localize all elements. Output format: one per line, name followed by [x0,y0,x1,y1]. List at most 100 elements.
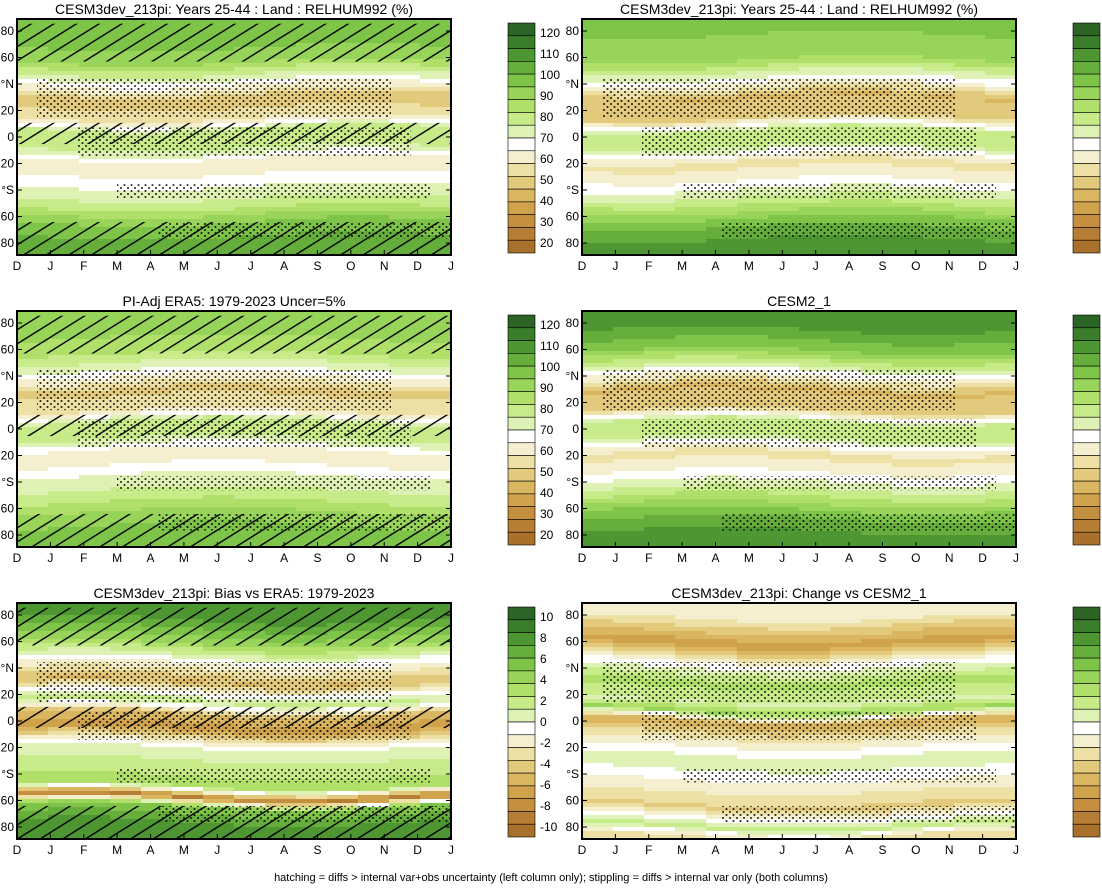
heat-cell [420,195,451,200]
heat-cell [265,175,297,180]
heat-cell [582,183,614,188]
heat-cell [358,359,390,364]
x-tick-label: J [813,551,819,565]
heat-cell [706,659,738,664]
heat-cell [954,95,986,100]
heat-cell [327,499,359,504]
x-tick-label: J [47,843,53,857]
heat-cell [79,215,111,220]
heat-cell [203,459,235,464]
heat-cell [48,659,80,664]
heat-cell [48,603,80,608]
heat-cell [675,603,707,608]
heat-cell [265,155,297,160]
heat-cell [613,23,645,28]
heat-cell [861,359,893,364]
heat-cell [644,623,676,628]
heat-cell [79,507,111,512]
heat-cell [830,703,862,708]
heat-cell [203,411,235,416]
heat-cell [389,651,421,656]
colorbar-swatch [507,314,536,329]
heat-cell [830,643,862,648]
heat-cell [172,175,204,180]
heat-cell [48,147,80,152]
heat-cell [141,467,173,472]
heat-cell [892,627,924,632]
heat-cell [861,203,893,208]
heat-cell [799,499,831,504]
heat-cell [985,51,1016,56]
heat-cell [768,627,800,632]
heat-cell [675,363,707,368]
heat-cell [203,783,235,788]
heat-cell [48,475,80,480]
heat-cell [675,311,707,316]
heat-cell [830,615,862,620]
heat-cell [358,499,390,504]
heat-cell [768,659,800,664]
heat-cell [644,39,676,44]
heat-cell [389,391,421,396]
heat-cell [48,491,80,496]
heat-cell [613,411,645,416]
heat-cell [17,195,49,200]
heat-cell [110,211,142,216]
heat-cell [48,655,80,660]
heat-cell [985,623,1016,628]
heat-cell [613,135,645,140]
heat-cell [296,159,328,164]
heat-cell [954,39,986,44]
heat-cell [737,451,769,456]
heat-cell [675,163,707,168]
heat-cell [892,635,924,640]
heat-cell [830,219,862,224]
heat-cell [48,651,80,656]
heat-cell [799,71,831,76]
heat-cell [582,235,614,240]
heat-cell [799,703,831,708]
heat-cell [985,63,1016,68]
y-tick-label: 80 [566,528,580,542]
x-tick-label: M [179,843,189,857]
heat-cell [358,743,390,748]
heat-cell [203,171,235,176]
heat-cell [234,159,266,164]
heat-cell [48,191,80,196]
heat-cell [141,163,173,168]
heat-cell [389,459,421,464]
heat-cell [954,75,986,80]
heat-cell [644,167,676,172]
heat-cell [830,659,862,664]
heat-cell [985,475,1016,480]
heat-cell [110,203,142,208]
x-tick-label: J [779,551,785,565]
heat-cell [582,59,614,64]
heat-cell [582,31,614,36]
heat-cell [79,491,111,496]
heat-cell [582,331,614,336]
heat-cell [644,639,676,644]
heat-cell [830,43,862,48]
colorbar-swatch [1072,201,1101,215]
heat-cell [923,339,955,344]
heat-cell [48,179,80,184]
heat-cell [799,495,831,500]
heat-cell [892,179,924,184]
colorbar-swatch [507,378,536,392]
colorbar-swatch [507,163,536,177]
heat-cell [389,355,421,360]
heat-cell [582,327,614,332]
heat-cell [296,763,328,768]
heat-cell [799,635,831,640]
heat-cell [234,211,266,216]
heat-cell [110,603,142,608]
heat-cell [830,535,862,540]
heat-cell [706,59,738,64]
heat-cell [48,647,80,652]
heat-cell [985,451,1016,456]
heat-cell [17,187,49,192]
x-tick-label: N [945,259,954,273]
heat-cell [768,355,800,360]
